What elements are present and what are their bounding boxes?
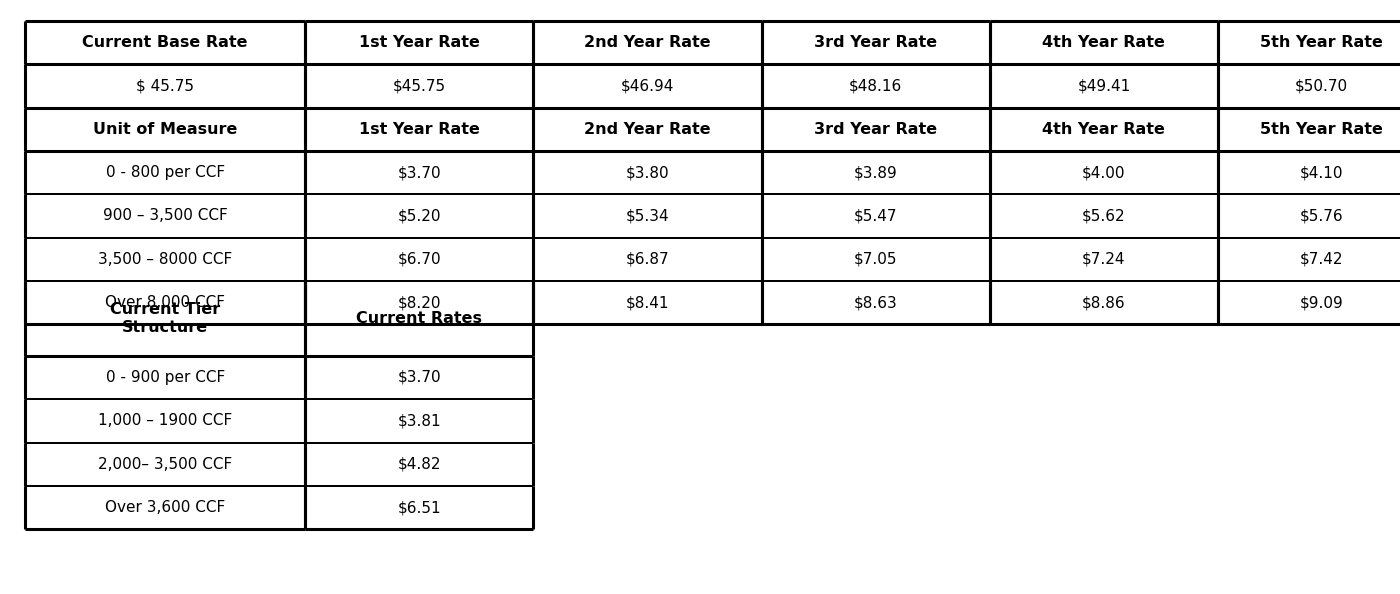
Text: $7.05: $7.05	[854, 252, 897, 267]
Text: $5.34: $5.34	[626, 208, 669, 223]
Text: $50.70: $50.70	[1295, 78, 1348, 93]
Text: 2,000– 3,500 CCF: 2,000– 3,500 CCF	[98, 457, 232, 472]
Text: 1st Year Rate: 1st Year Rate	[358, 35, 480, 50]
Text: 3rd Year Rate: 3rd Year Rate	[815, 35, 937, 50]
Text: 4th Year Rate: 4th Year Rate	[1043, 35, 1165, 50]
Text: $4.82: $4.82	[398, 457, 441, 472]
Text: 0 - 900 per CCF: 0 - 900 per CCF	[105, 370, 225, 385]
Text: $6.70: $6.70	[398, 252, 441, 267]
Text: $8.86: $8.86	[1082, 295, 1126, 310]
Text: 1st Year Rate: 1st Year Rate	[358, 122, 480, 137]
Text: $45.75: $45.75	[393, 78, 445, 93]
Text: 2nd Year Rate: 2nd Year Rate	[584, 35, 711, 50]
Text: $7.42: $7.42	[1299, 252, 1344, 267]
Text: 2nd Year Rate: 2nd Year Rate	[584, 122, 711, 137]
Text: $8.63: $8.63	[854, 295, 897, 310]
Text: $49.41: $49.41	[1077, 78, 1131, 93]
Text: 0 - 800 per CCF: 0 - 800 per CCF	[105, 165, 225, 180]
Text: $ 45.75: $ 45.75	[136, 78, 195, 93]
Text: $46.94: $46.94	[620, 78, 675, 93]
Text: $6.51: $6.51	[398, 500, 441, 515]
Text: Unit of Measure: Unit of Measure	[92, 122, 238, 137]
Text: Current Rates: Current Rates	[356, 311, 482, 326]
Text: 3rd Year Rate: 3rd Year Rate	[815, 122, 937, 137]
Text: $5.47: $5.47	[854, 208, 897, 223]
Text: $8.20: $8.20	[398, 295, 441, 310]
Text: $8.41: $8.41	[626, 295, 669, 310]
Text: 4th Year Rate: 4th Year Rate	[1043, 122, 1165, 137]
Text: Current Tier
Structure: Current Tier Structure	[111, 302, 220, 334]
Text: $5.20: $5.20	[398, 208, 441, 223]
Text: 1,000 – 1900 CCF: 1,000 – 1900 CCF	[98, 413, 232, 428]
Text: $3.80: $3.80	[626, 165, 669, 180]
Text: $9.09: $9.09	[1299, 295, 1344, 310]
Text: Over 8,000 CCF: Over 8,000 CCF	[105, 295, 225, 310]
Text: $4.10: $4.10	[1299, 165, 1344, 180]
Text: $4.00: $4.00	[1082, 165, 1126, 180]
Text: $3.89: $3.89	[854, 165, 897, 180]
Text: 5th Year Rate: 5th Year Rate	[1260, 35, 1383, 50]
Text: 3,500 – 8000 CCF: 3,500 – 8000 CCF	[98, 252, 232, 267]
Text: Current Base Rate: Current Base Rate	[83, 35, 248, 50]
Text: $6.87: $6.87	[626, 252, 669, 267]
Text: 900 – 3,500 CCF: 900 – 3,500 CCF	[102, 208, 228, 223]
Text: $5.76: $5.76	[1299, 208, 1344, 223]
Text: $48.16: $48.16	[848, 78, 903, 93]
Text: $3.81: $3.81	[398, 413, 441, 428]
Text: $3.70: $3.70	[398, 370, 441, 385]
Text: Over 3,600 CCF: Over 3,600 CCF	[105, 500, 225, 515]
Text: $5.62: $5.62	[1082, 208, 1126, 223]
Text: $3.70: $3.70	[398, 165, 441, 180]
Text: 5th Year Rate: 5th Year Rate	[1260, 122, 1383, 137]
Text: $7.24: $7.24	[1082, 252, 1126, 267]
